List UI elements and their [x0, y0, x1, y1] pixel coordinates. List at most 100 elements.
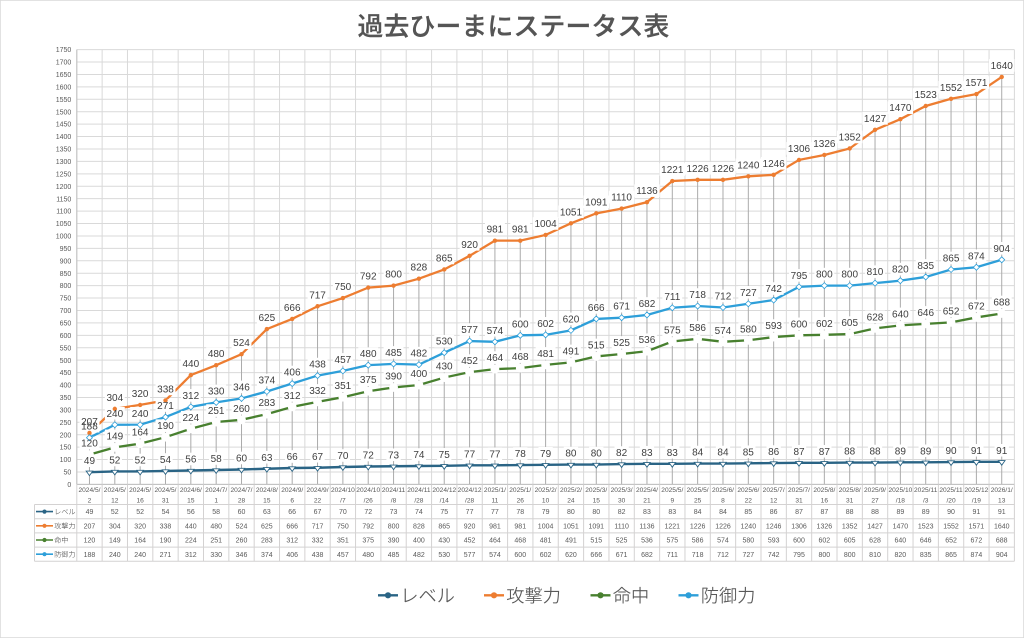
svg-text:1136: 1136 — [636, 186, 658, 197]
svg-text:80: 80 — [591, 449, 603, 460]
svg-text:574: 574 — [487, 326, 504, 337]
svg-text:688: 688 — [996, 538, 1008, 545]
svg-text:84: 84 — [694, 509, 702, 516]
svg-text:1150: 1150 — [56, 196, 71, 203]
svg-text:1352: 1352 — [842, 523, 858, 530]
svg-text:83: 83 — [667, 448, 679, 459]
svg-text:73: 73 — [388, 450, 400, 461]
svg-text:1523: 1523 — [918, 523, 934, 530]
svg-text:312: 312 — [284, 391, 301, 402]
svg-text:31: 31 — [795, 498, 803, 505]
svg-text:718: 718 — [692, 552, 704, 559]
svg-text:742: 742 — [768, 552, 780, 559]
svg-text:530: 530 — [436, 337, 453, 348]
svg-text:2025/6/: 2025/6/ — [712, 487, 734, 494]
svg-text:652: 652 — [945, 538, 957, 545]
svg-text:2025/1/: 2025/1/ — [484, 487, 506, 494]
svg-text:2024/5/: 2024/5/ — [129, 487, 151, 494]
svg-text:0: 0 — [67, 482, 71, 489]
svg-text:666: 666 — [588, 303, 605, 314]
svg-text:66: 66 — [287, 452, 299, 463]
svg-text:1091: 1091 — [588, 523, 604, 530]
svg-text:600: 600 — [60, 333, 72, 340]
svg-text:400: 400 — [60, 383, 72, 390]
svg-text:600: 600 — [791, 319, 808, 330]
svg-text:904: 904 — [993, 244, 1010, 255]
svg-text:2024/10: 2024/10 — [331, 487, 355, 494]
svg-text:75: 75 — [439, 450, 451, 461]
svg-text:711: 711 — [664, 292, 680, 303]
svg-text:666: 666 — [284, 303, 301, 314]
svg-text:330: 330 — [210, 552, 222, 559]
svg-text:600: 600 — [514, 552, 526, 559]
svg-text:515: 515 — [588, 340, 605, 351]
svg-text:515: 515 — [590, 538, 602, 545]
svg-text:188: 188 — [84, 552, 96, 559]
svg-text:524: 524 — [233, 338, 250, 349]
svg-text:338: 338 — [160, 523, 172, 530]
svg-text:2024/10: 2024/10 — [356, 487, 380, 494]
svg-text:2025/10: 2025/10 — [888, 487, 912, 494]
svg-text:87: 87 — [793, 447, 805, 458]
svg-text:981: 981 — [514, 523, 526, 530]
svg-text:149: 149 — [106, 431, 123, 442]
svg-text:15: 15 — [593, 498, 601, 505]
svg-text:810: 810 — [869, 552, 881, 559]
svg-text:400: 400 — [413, 538, 425, 545]
svg-text:312: 312 — [286, 538, 298, 545]
svg-text:1004: 1004 — [538, 523, 554, 530]
svg-text:711: 711 — [667, 552, 678, 559]
svg-text:981: 981 — [489, 523, 501, 530]
svg-text:574: 574 — [717, 538, 729, 545]
svg-text:304: 304 — [106, 393, 123, 404]
svg-text:1352: 1352 — [839, 132, 862, 143]
svg-text:/20: /20 — [946, 498, 955, 505]
svg-text:/8: /8 — [391, 498, 397, 505]
svg-text:312: 312 — [185, 552, 197, 559]
svg-text:742: 742 — [765, 284, 782, 295]
svg-text:682: 682 — [639, 299, 656, 310]
svg-text:224: 224 — [182, 413, 199, 424]
svg-text:77: 77 — [489, 449, 501, 460]
svg-text:2025/1/: 2025/1/ — [509, 487, 531, 494]
svg-text:58: 58 — [212, 509, 220, 516]
svg-text:1136: 1136 — [639, 523, 654, 530]
svg-text:828: 828 — [413, 523, 425, 530]
svg-text:80: 80 — [567, 509, 575, 516]
svg-text:602: 602 — [540, 552, 552, 559]
svg-text:430: 430 — [436, 362, 453, 373]
svg-text:240: 240 — [132, 409, 149, 420]
svg-text:1400: 1400 — [56, 134, 72, 141]
svg-text:82: 82 — [618, 509, 626, 516]
svg-text:87: 87 — [819, 447, 831, 458]
svg-text:1110: 1110 — [611, 193, 632, 204]
svg-text:820: 820 — [895, 552, 907, 559]
svg-text:149: 149 — [109, 538, 121, 545]
svg-text:2024/12: 2024/12 — [458, 487, 482, 494]
svg-text:82: 82 — [616, 448, 628, 459]
svg-text:1200: 1200 — [56, 184, 72, 191]
svg-text:1240: 1240 — [737, 160, 760, 171]
svg-text:481: 481 — [540, 538, 552, 545]
svg-text:600: 600 — [793, 538, 805, 545]
svg-text:332: 332 — [312, 538, 324, 545]
svg-text:586: 586 — [689, 323, 706, 334]
svg-text:480: 480 — [360, 349, 377, 360]
svg-text:1250: 1250 — [56, 171, 72, 178]
svg-text:2024/5/: 2024/5/ — [104, 487, 126, 494]
svg-text:351: 351 — [335, 381, 352, 392]
svg-text:375: 375 — [362, 538, 374, 545]
svg-text:271: 271 — [160, 552, 172, 559]
svg-text:77: 77 — [466, 509, 474, 516]
svg-text:78: 78 — [516, 509, 524, 516]
svg-text:1750: 1750 — [56, 47, 72, 54]
svg-text:874: 874 — [968, 251, 985, 262]
svg-text:88: 88 — [844, 447, 856, 458]
svg-text:950: 950 — [60, 246, 72, 253]
svg-text:602: 602 — [816, 319, 833, 330]
svg-text:1552: 1552 — [943, 523, 959, 530]
svg-text:1552: 1552 — [940, 83, 963, 94]
svg-text:406: 406 — [286, 552, 298, 559]
svg-text:/3: /3 — [923, 498, 929, 505]
svg-text:60: 60 — [236, 453, 248, 464]
